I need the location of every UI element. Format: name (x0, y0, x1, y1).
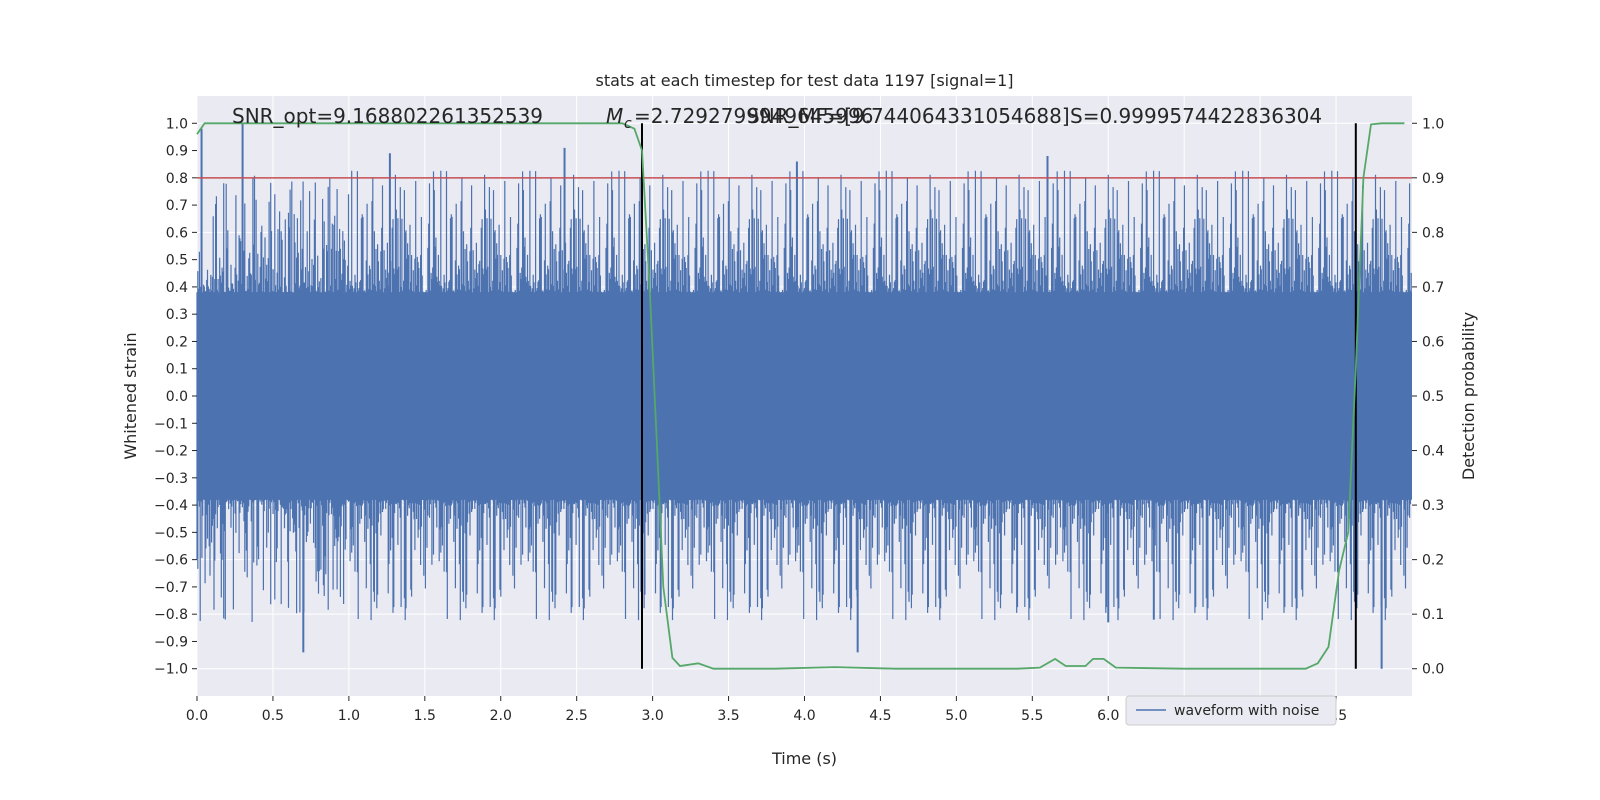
annotation-snr-mf: SNR_MF=[9.744064331054688] (747, 104, 1070, 128)
annotation-mc-subscript: c (624, 116, 632, 132)
x-axis-label: Time (s) (771, 749, 837, 768)
y-tick-label: 1.0 (166, 116, 188, 132)
legend-box (1125, 695, 1337, 726)
waveform-series (196, 123, 1412, 669)
y-tick-label: 0.7 (166, 198, 188, 214)
annotation-mc-value: =2.7292799949645996 (634, 104, 873, 128)
x-tick-label: 4.0 (793, 708, 815, 724)
y-tick-label: −0.2 (154, 444, 188, 460)
axes: 0.00.51.01.52.02.53.03.54.04.55.05.56.06… (154, 116, 1444, 724)
y-tick-label: 0.2 (166, 334, 188, 350)
y-tick-label: −0.4 (154, 498, 188, 514)
annotation-s: S=0.9999574422836304 (1070, 104, 1322, 128)
y2-tick-label: 0.7 (1422, 280, 1444, 296)
y-tick-label: −0.9 (154, 634, 188, 650)
annotation-chirp-mass: M c =2.7292799949645996 (606, 104, 873, 132)
y2-axis-label: Detection probability (1459, 312, 1478, 480)
x-tick-label: 5.5 (1021, 708, 1043, 724)
y2-tick-label: 0.2 (1422, 553, 1444, 569)
y-axis-label: Whitened strain (121, 332, 140, 459)
y2-tick-label: 0.0 (1422, 662, 1444, 678)
probability-series (196, 122, 1405, 670)
y-tick-label: −0.5 (154, 525, 188, 541)
y-tick-label: 0.1 (166, 362, 188, 378)
x-tick-label: 2.0 (490, 708, 512, 724)
x-tick-label: 1.0 (338, 708, 360, 724)
legend-label-waveform: waveform with noise (1174, 703, 1319, 719)
y2-tick-label: 0.5 (1422, 389, 1444, 405)
chart-title: stats at each timestep for test data 119… (595, 71, 1013, 90)
y2-tick-label: 1.0 (1422, 116, 1444, 132)
x-tick-label: 3.0 (641, 708, 663, 724)
x-tick-label: 4.5 (869, 708, 891, 724)
y2-tick-label: 0.6 (1422, 334, 1444, 350)
y2-tick-label: 0.1 (1422, 607, 1444, 623)
y-tick-label: −0.8 (154, 607, 188, 623)
x-tick-label: 6.0 (1097, 708, 1119, 724)
x-tick-label: 0.5 (262, 708, 284, 724)
x-tick-label: 0.0 (186, 708, 208, 724)
legend: waveform with noise (1125, 695, 1337, 726)
vertical-markers (640, 123, 1357, 669)
waveform-band (197, 292, 1412, 500)
annotation-snr-opt: SNR_opt=9.168802261352539 (232, 104, 543, 128)
x-tick-label: 3.5 (717, 708, 739, 724)
y2-tick-label: 0.8 (1422, 225, 1444, 241)
y-tick-label: 0.9 (166, 144, 188, 160)
y-tick-label: −0.7 (154, 580, 188, 596)
y2-tick-label: 0.4 (1422, 444, 1444, 460)
y-tick-label: 0.5 (166, 253, 188, 269)
y-tick-label: 0.6 (166, 225, 188, 241)
y2-tick-label: 0.9 (1422, 171, 1444, 187)
y-tick-label: −0.6 (154, 553, 188, 569)
y-tick-label: 0.3 (166, 307, 188, 323)
x-tick-label: 5.0 (945, 708, 967, 724)
x-tick-label: 1.5 (414, 708, 436, 724)
probability-line (196, 122, 1405, 670)
y-tick-label: −0.3 (154, 471, 188, 487)
y-tick-label: 0.0 (166, 389, 188, 405)
x-tick-label: 2.5 (566, 708, 588, 724)
y2-tick-label: 0.3 (1422, 498, 1444, 514)
y-tick-label: −1.0 (154, 662, 188, 678)
y-tick-label: −0.1 (154, 416, 188, 432)
y-tick-label: 0.8 (166, 171, 188, 187)
y-tick-label: 0.4 (166, 280, 188, 296)
annotation-mc-symbol: M (606, 104, 623, 128)
